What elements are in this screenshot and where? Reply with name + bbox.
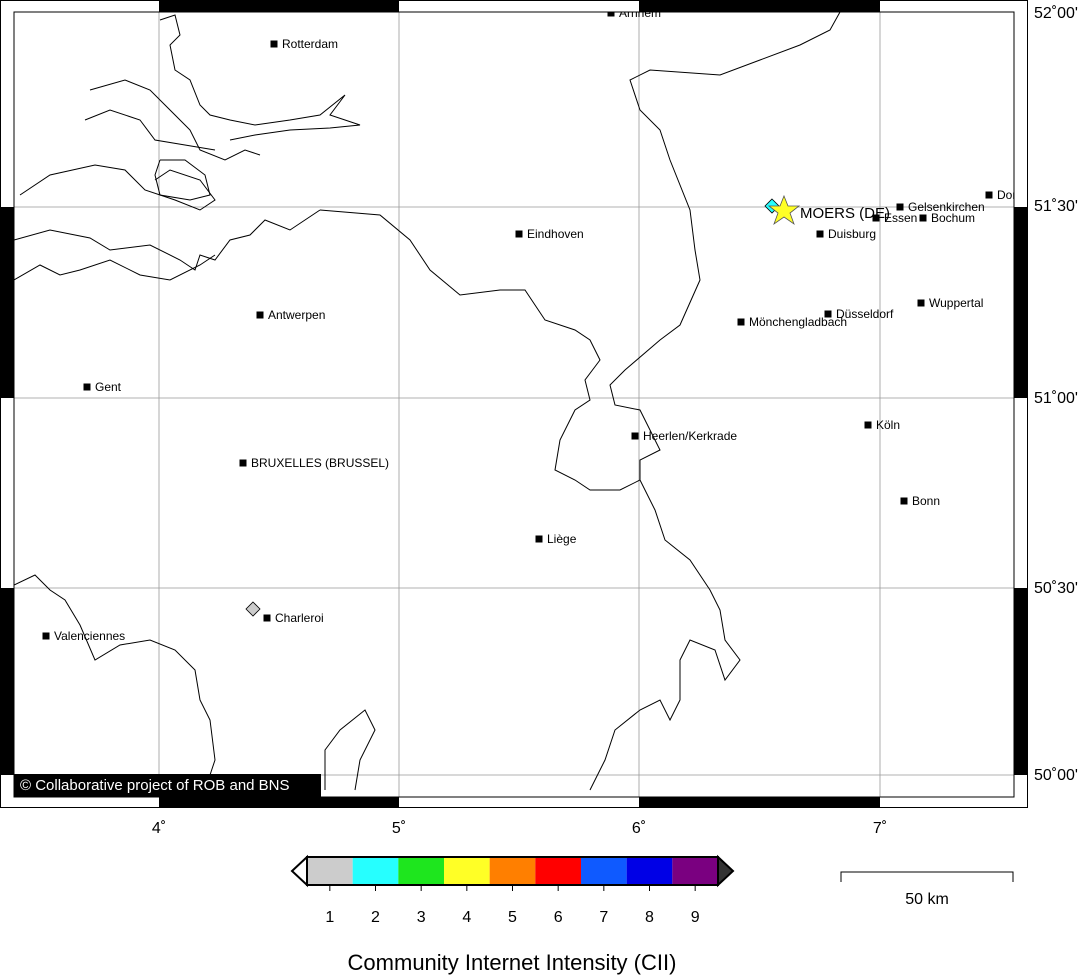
city-label: Gelsenkirchen: [908, 200, 985, 214]
latitude-labels: 52˚00' 51˚30' 51˚00' 50˚30' 50˚00': [1034, 5, 1078, 784]
city-marker: [824, 310, 832, 318]
city-marker: [985, 191, 993, 199]
colorbar-tick-label: 1: [325, 909, 334, 926]
city-label: Valenciennes: [54, 629, 125, 643]
city-marker: [919, 214, 927, 222]
longitude-label: 6˚: [632, 820, 646, 837]
city-marker: [607, 12, 615, 17]
colorbar-swatch: [352, 857, 399, 885]
longitude-label: 5˚: [392, 820, 406, 837]
city-label: Mönchengladbach: [749, 315, 847, 329]
coastlines-borders: [14, 12, 841, 791]
colorbar-swatch: [672, 857, 718, 885]
colorbar-swatch: [307, 857, 353, 885]
city-marker: [239, 459, 247, 467]
colorbar-tick-label: 2: [371, 909, 380, 926]
grid: [14, 12, 1014, 797]
city-marker: [737, 318, 745, 326]
colorbar: 1 2 3 4 5 6 7 8 9: [290, 854, 735, 926]
city-label: Essen: [884, 211, 917, 225]
scale-bar: 50 km: [840, 871, 1014, 908]
city-marker: [816, 230, 824, 238]
longitude-labels: 4˚ 5˚ 6˚ 7˚: [152, 820, 887, 837]
colorbar-swatch: [489, 857, 536, 885]
colorbar-swatch: [398, 857, 444, 885]
scale-label: 50 km: [905, 891, 949, 908]
colorbar-tick-label: 7: [599, 909, 608, 926]
city-label: Wuppertal: [929, 296, 983, 310]
city-label: Antwerpen: [268, 308, 325, 322]
city-label: Gent: [95, 380, 122, 394]
city-marker: [864, 421, 872, 429]
longitude-label: 7˚: [873, 820, 887, 837]
colorbar-tick-label: 3: [417, 909, 426, 926]
city-marker: [42, 632, 50, 640]
colorbar-swatch: [626, 857, 673, 885]
colorbar-tick-label: 8: [645, 909, 654, 926]
city-marker: [535, 535, 543, 543]
city-label: Duisburg: [828, 227, 876, 241]
city-label: Eindhoven: [527, 227, 584, 241]
city-marker: [270, 40, 278, 48]
colorbar-swatch: [581, 857, 627, 885]
city-marker: [631, 432, 639, 440]
city-label: Dortmund: [997, 188, 1050, 202]
city-marker: [900, 497, 908, 505]
epicenter-star[interactable]: [767, 194, 801, 226]
copyright-box: [14, 774, 321, 797]
city-label: Bonn: [912, 494, 940, 508]
city-label: Charleroi: [275, 611, 324, 625]
city-label: Köln: [876, 418, 900, 432]
city-marker: [256, 311, 264, 319]
city-marker: [263, 614, 271, 622]
colorbar-swatch: [444, 857, 490, 885]
city-label: Bochum: [931, 211, 975, 225]
map-area: Arnhem Rotterdam Eindhoven Antwerpen Gent BRU…: [14, 6, 1050, 797]
city-marker: [83, 383, 91, 391]
colorbar-tick-label: 9: [691, 909, 700, 926]
colorbar-swatch: [535, 857, 581, 885]
city-label: Arnhem: [619, 6, 661, 20]
city-marker: [515, 230, 523, 238]
city-label: Heerlen/Kerkrade: [643, 429, 737, 443]
city-marker: [917, 299, 925, 307]
latitude-label: 50˚00': [1034, 767, 1078, 784]
city-label: Düsseldorf: [836, 307, 894, 321]
cities: Arnhem Rotterdam Eindhoven Antwerpen Gent BRU…: [42, 6, 1050, 643]
latitude-label: 51˚00': [1034, 390, 1078, 407]
colorbar-tick-label: 4: [462, 909, 471, 926]
map-frame: [0, 0, 1028, 808]
city-marker: [896, 203, 904, 211]
colorbar-title: Community Internet Intensity (CII): [348, 950, 677, 975]
city-label: Liège: [547, 532, 577, 546]
city-label: BRUXELLES (BRUSSEL): [251, 456, 389, 470]
latitude-label: 52˚00': [1034, 5, 1078, 22]
city-marker: [872, 214, 880, 222]
colorbar-tick-label: 5: [508, 909, 517, 926]
intensity-marker[interactable]: [245, 601, 261, 617]
city-label: Rotterdam: [282, 37, 338, 51]
colorbar-tick-label: 6: [554, 909, 563, 926]
copyright: © Collaborative project of ROB and BNS: [20, 777, 290, 794]
latitude-label: 51˚30': [1034, 198, 1078, 215]
longitude-label: 4˚: [152, 820, 166, 837]
latitude-label: 50˚30': [1034, 580, 1078, 597]
event-label: MOERS (DE): [800, 205, 890, 222]
